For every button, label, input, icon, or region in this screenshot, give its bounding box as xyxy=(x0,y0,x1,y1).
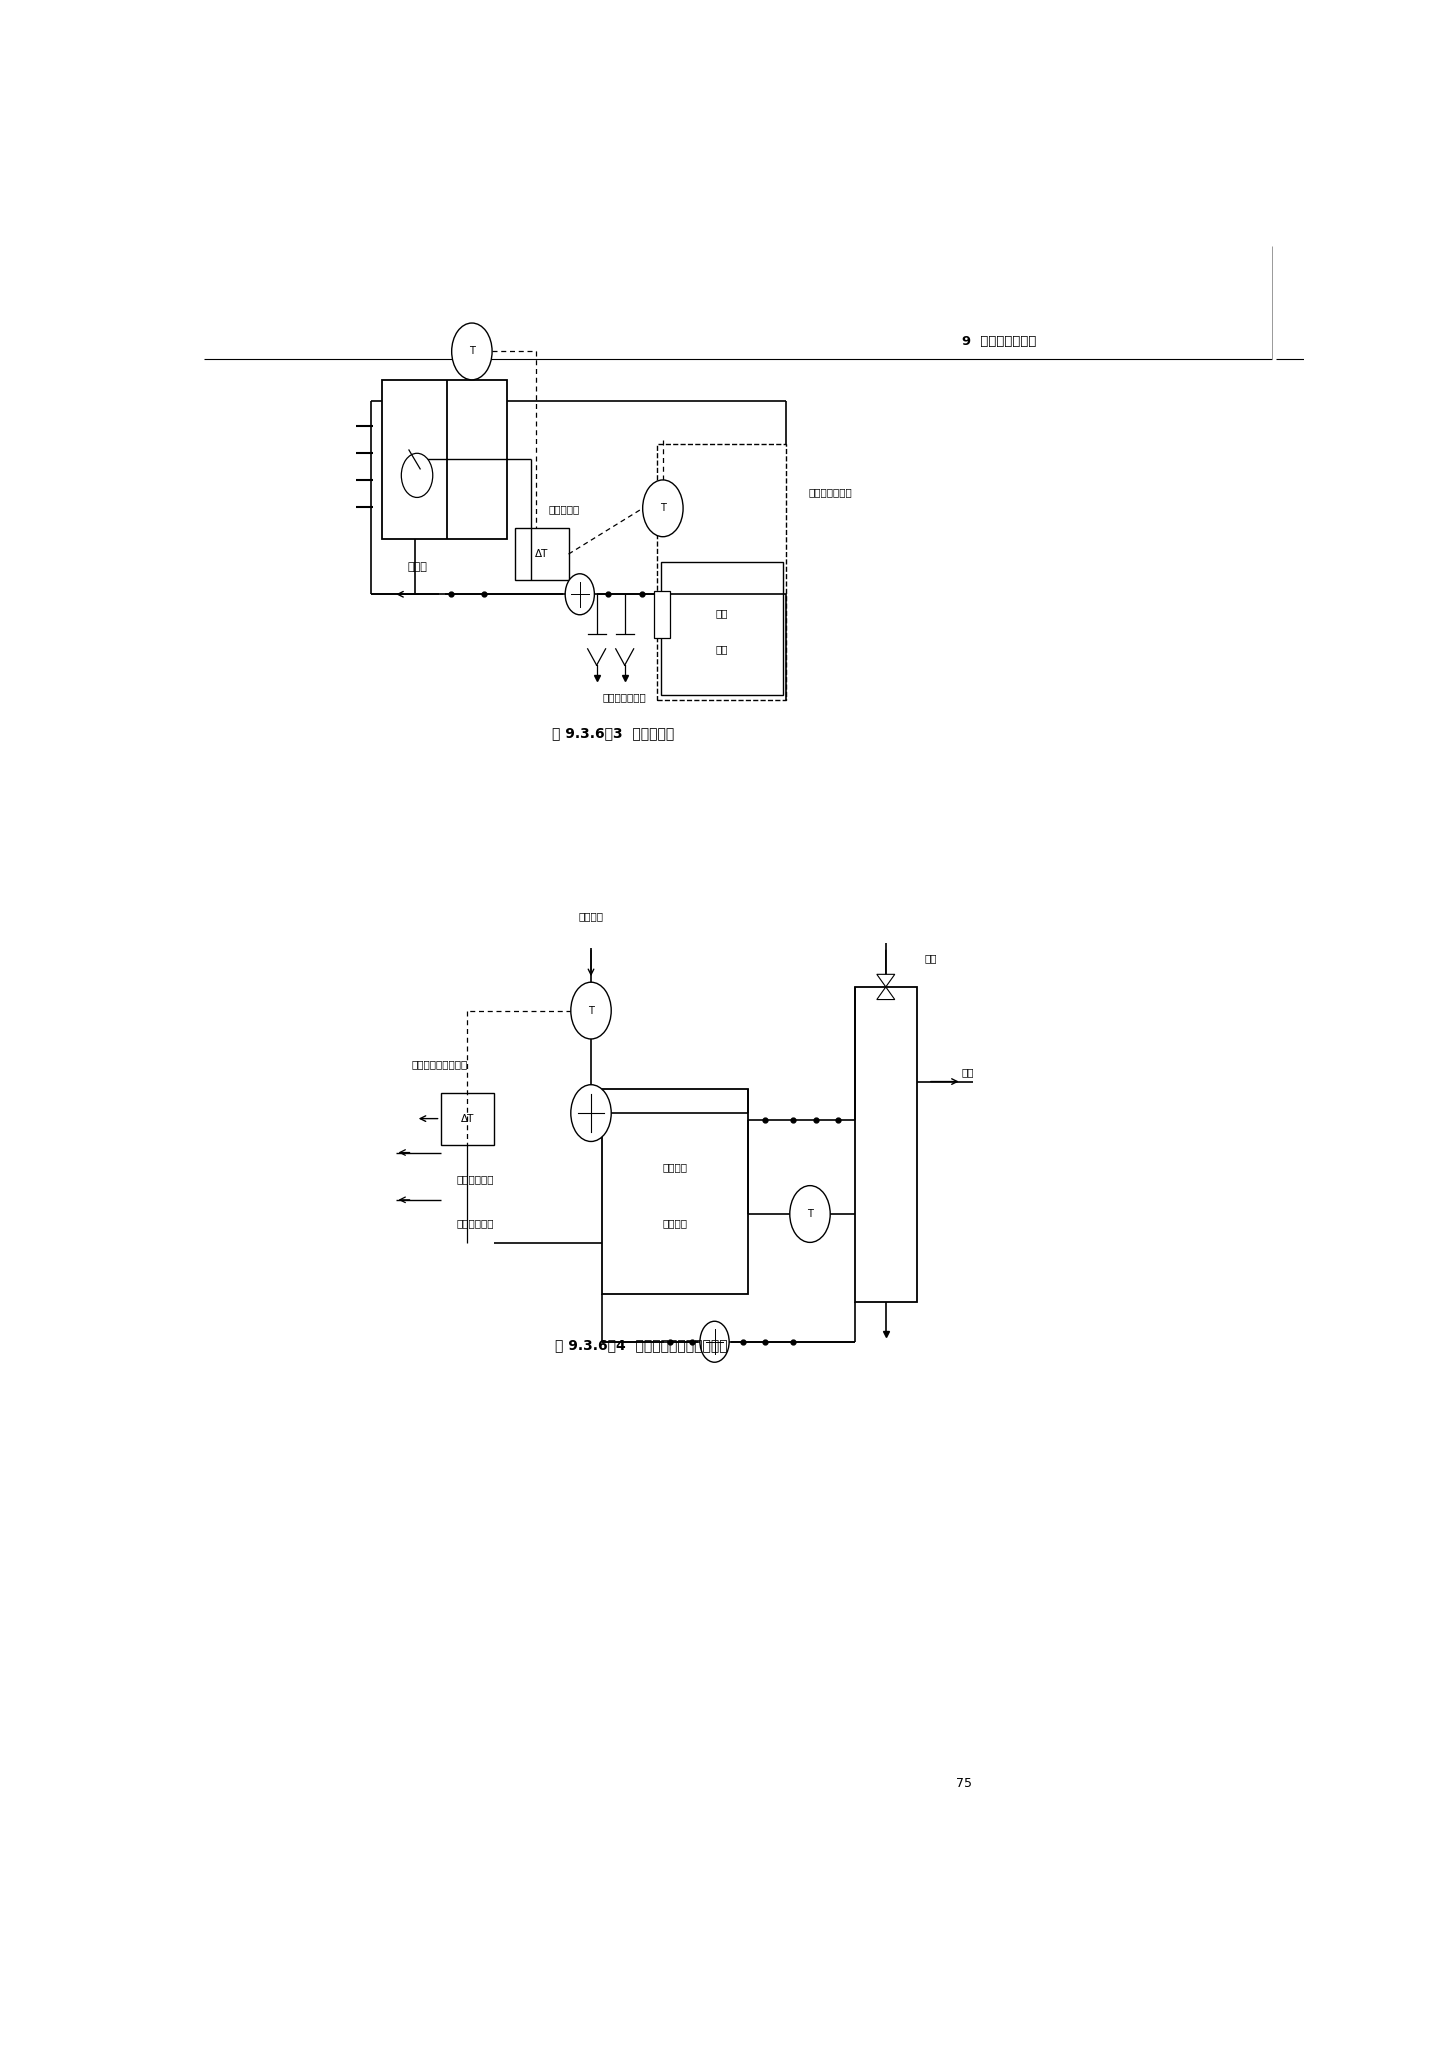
Polygon shape xyxy=(877,975,895,987)
Text: 集热器: 集热器 xyxy=(407,563,427,573)
Circle shape xyxy=(790,1186,830,1243)
Bar xyxy=(514,528,568,580)
Bar xyxy=(658,444,787,700)
Text: 自集热器: 自集热器 xyxy=(578,911,604,922)
Text: 75: 75 xyxy=(956,1778,972,1790)
Text: 集热系统: 集热系统 xyxy=(662,1163,688,1171)
Text: 热交: 热交 xyxy=(716,608,727,618)
Text: 图 9.3.6－3  防冻液系统: 图 9.3.6－3 防冻液系统 xyxy=(552,727,675,739)
Bar xyxy=(653,592,669,639)
Text: T: T xyxy=(659,504,667,514)
Text: 水箱温度传感器: 水箱温度传感器 xyxy=(809,487,852,498)
Circle shape xyxy=(452,324,493,379)
Circle shape xyxy=(643,479,682,537)
Text: 9  太阳能供暖系统: 9 太阳能供暖系统 xyxy=(962,336,1036,348)
Text: ΔT: ΔT xyxy=(535,549,548,559)
Bar xyxy=(603,1090,748,1294)
Text: ΔT: ΔT xyxy=(461,1114,474,1124)
Text: T: T xyxy=(807,1208,813,1219)
Circle shape xyxy=(401,453,433,498)
Circle shape xyxy=(700,1321,729,1362)
Text: 负荷: 负荷 xyxy=(962,1067,974,1077)
Circle shape xyxy=(565,573,594,614)
Bar xyxy=(440,1092,494,1145)
Circle shape xyxy=(571,983,611,1038)
Text: 温差控制器: 温差控制器 xyxy=(548,504,580,514)
Text: T: T xyxy=(469,346,475,356)
Polygon shape xyxy=(877,987,895,999)
Text: 换器: 换器 xyxy=(716,643,727,653)
Text: 接集热器温度传感器: 接集热器温度传感器 xyxy=(412,1059,468,1069)
Text: T: T xyxy=(588,1006,594,1016)
Text: 补水阀和泄水阀: 补水阀和泄水阀 xyxy=(603,692,646,702)
Bar xyxy=(383,379,507,539)
Circle shape xyxy=(571,1085,611,1141)
Text: 至集热器水泵: 至集热器水泵 xyxy=(456,1174,494,1184)
Text: 上水: 上水 xyxy=(924,954,938,963)
Text: 图 9.3.6－4  带旁通管路的防冻液系统: 图 9.3.6－4 带旁通管路的防冻液系统 xyxy=(555,1337,727,1352)
Bar xyxy=(661,563,782,694)
Text: 至集热器水泵: 至集热器水泵 xyxy=(456,1219,494,1229)
Text: 热交换器: 热交换器 xyxy=(662,1219,688,1227)
Bar xyxy=(855,987,917,1303)
